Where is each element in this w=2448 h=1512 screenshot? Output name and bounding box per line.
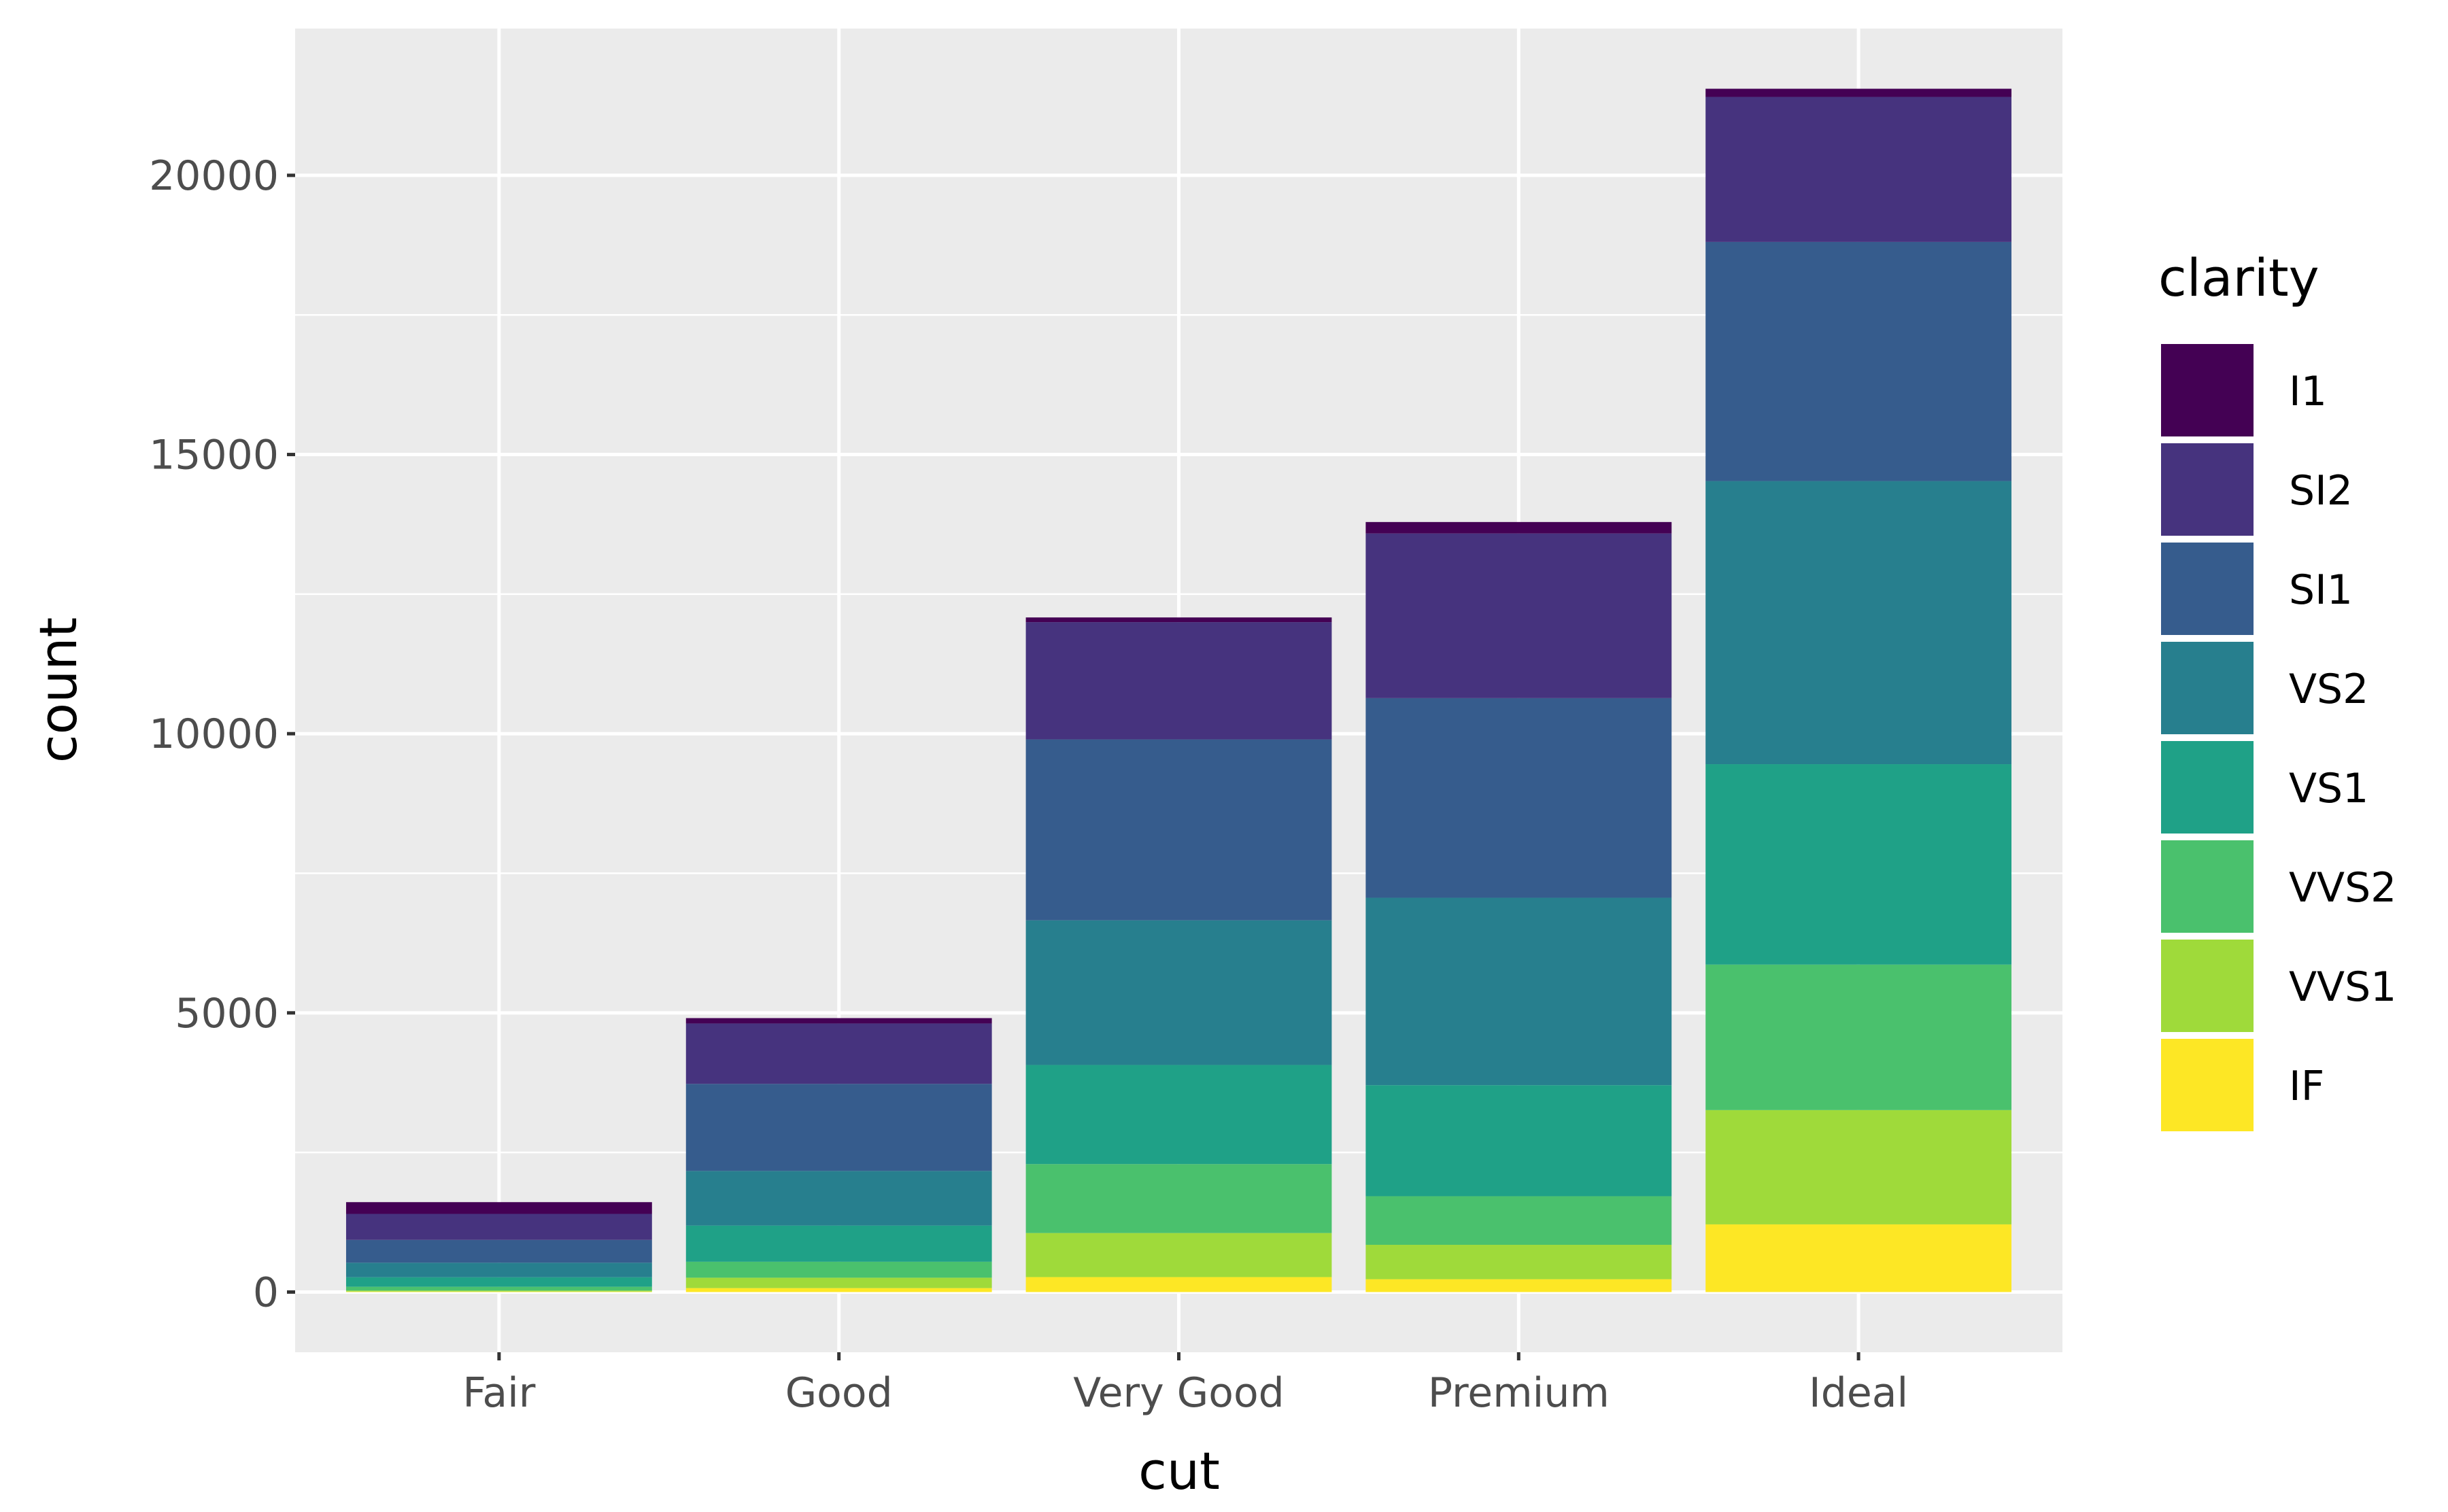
bar-segment-vvs2 <box>1705 964 2012 1110</box>
y-axis-title: count <box>28 617 88 763</box>
legend-title: clarity <box>2158 247 2319 308</box>
legend-key-vs2 <box>2158 639 2256 737</box>
bar-segment-si2 <box>1705 97 2012 242</box>
bar-segment-if <box>685 1288 992 1292</box>
bar-segment-si1 <box>1365 698 1672 898</box>
y-tick-label: 5000 <box>175 990 279 1037</box>
legend-label: VS1 <box>2289 765 2368 812</box>
bar-segment-if <box>1025 1277 1332 1292</box>
x-tick-label: Premium <box>1428 1369 1610 1417</box>
bar-segment-si2 <box>1365 533 1672 698</box>
bar-segment-i1 <box>1365 521 1672 534</box>
bar-segment-vvs1 <box>685 1277 992 1288</box>
x-tick-label: Good <box>785 1369 893 1417</box>
legend-key-i1 <box>2158 341 2256 439</box>
bar-segment-vs2 <box>345 1262 652 1277</box>
legend-label: SI1 <box>2289 566 2353 614</box>
bar-segment-vvs2 <box>1025 1164 1332 1233</box>
legend-label: VVS2 <box>2289 864 2396 912</box>
x-tick-label: Ideal <box>1809 1369 1908 1417</box>
bar-segment-vs1 <box>345 1277 652 1287</box>
bar-segment-i1 <box>685 1018 992 1024</box>
bar-segment-vs2 <box>1705 481 2012 765</box>
bar-segment-vs2 <box>685 1171 992 1226</box>
bar-segment-i1 <box>1705 88 2012 97</box>
bar-segment-vvs2 <box>345 1286 652 1291</box>
bar-segment-vvs1 <box>1705 1110 2012 1224</box>
bar-segment-si1 <box>685 1084 992 1171</box>
bar-segment-si2 <box>345 1214 652 1240</box>
bar-segment-i1 <box>1025 617 1332 623</box>
bar-segment-if <box>1365 1279 1672 1292</box>
bar-segment-if <box>1705 1224 2012 1292</box>
x-tick-label: Very Good <box>1073 1369 1285 1417</box>
axes: 0 5000 10000 15000 20000 Fair Good Very Good Pre… <box>149 152 1908 1417</box>
legend-key-vs1 <box>2158 738 2256 836</box>
bar-segment-vs2 <box>1025 920 1332 1065</box>
y-tick-label: 15000 <box>149 432 279 479</box>
legend-key-if <box>2158 1036 2256 1134</box>
bar-segment-si2 <box>1025 622 1332 740</box>
y-tick-label: 20000 <box>149 152 279 200</box>
bar-segment-si2 <box>685 1023 992 1084</box>
bar-segment-si1 <box>345 1239 652 1263</box>
legend-key-si2 <box>2158 441 2256 538</box>
y-tick-label: 0 <box>253 1269 279 1316</box>
legend-label: SI2 <box>2289 467 2353 515</box>
legend-label: IF <box>2289 1063 2324 1110</box>
legend-key-vvs1 <box>2158 937 2256 1035</box>
legend-label: VS2 <box>2289 666 2368 713</box>
bar-segment-vs1 <box>1705 764 2012 965</box>
y-tick-label: 10000 <box>149 710 279 758</box>
bar-segment-vs1 <box>685 1225 992 1262</box>
legend-key-si1 <box>2158 540 2256 638</box>
x-tick-label: Fair <box>462 1369 535 1417</box>
x-axis-title: cut <box>1138 1441 1220 1501</box>
bars <box>345 88 2012 1292</box>
bar-segment-vvs2 <box>685 1261 992 1278</box>
bar-segment-si1 <box>1025 739 1332 921</box>
bar-segment-vvs2 <box>1365 1196 1672 1245</box>
bar-segment-si1 <box>1705 241 2012 481</box>
bar-segment-vs1 <box>1025 1065 1332 1165</box>
legend-label: VVS1 <box>2289 963 2396 1011</box>
bar-segment-vvs1 <box>1025 1233 1332 1277</box>
bar-segment-i1 <box>345 1202 652 1214</box>
bar-segment-vvs1 <box>1365 1244 1672 1279</box>
bar-segment-vs1 <box>1365 1085 1672 1197</box>
bar-segment-vvs1 <box>345 1290 652 1292</box>
legend-label: I1 <box>2289 368 2327 415</box>
bar-segment-vs2 <box>1365 897 1672 1086</box>
legend-key-vvs2 <box>2158 838 2256 935</box>
legend: clarity I1 SI2 SI1 VS2 VS1 VVS2 VVS1 IF <box>2158 247 2396 1134</box>
